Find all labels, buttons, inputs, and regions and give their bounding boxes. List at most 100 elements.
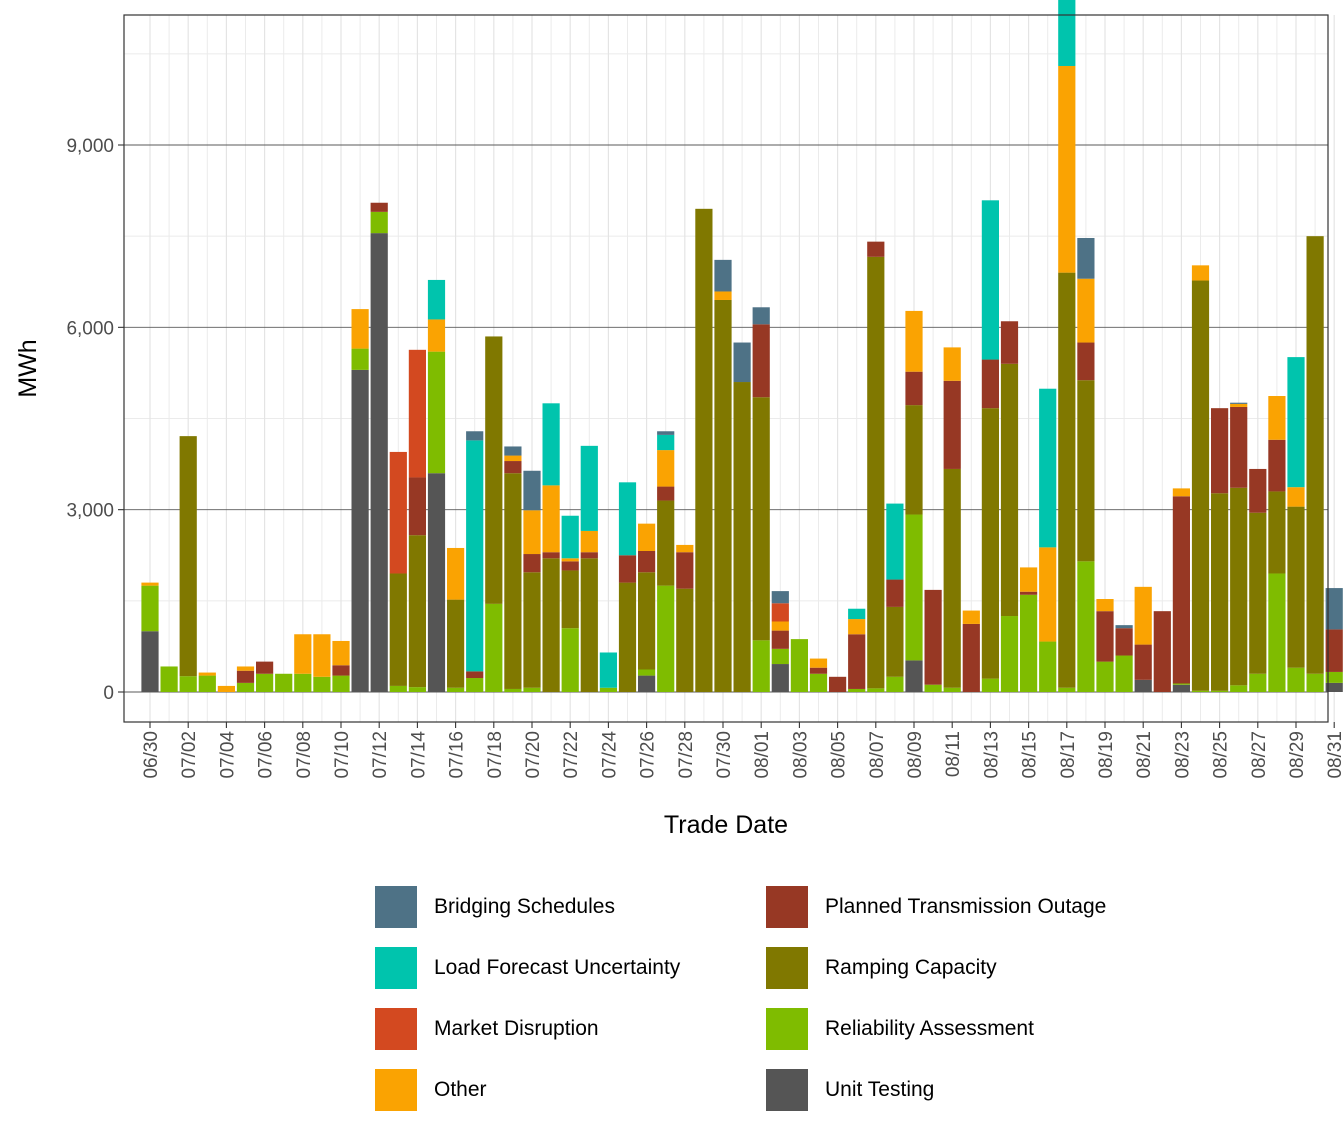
bar-segment-ramping-capacity [447, 599, 465, 688]
bar-segment-reliability-assessment [1172, 683, 1190, 685]
bar-segment-planned-transmission-outage [1000, 321, 1019, 364]
legend-item-planned-transmission-outage: Planned Transmission Outage [766, 886, 1106, 928]
legend: Bridging Schedules Load Forecast Uncertai… [375, 886, 1135, 1126]
bar-segment-planned-transmission-outage [848, 634, 866, 689]
bar-segment-market-disruption [389, 451, 407, 574]
x-tick-label: 08/05 [829, 731, 850, 779]
bar-segment-planned-transmission-outage [1134, 644, 1152, 680]
bar-segment-bridging-schedules [714, 259, 732, 292]
bar-segment-planned-transmission-outage [867, 241, 885, 257]
x-tick-label: 07/26 [638, 731, 659, 779]
x-tick-label: 07/20 [523, 731, 544, 779]
bar-segment-ramping-capacity [1000, 363, 1019, 617]
bar-segment-other [1230, 403, 1248, 407]
x-tick-label: 08/17 [1058, 731, 1079, 779]
legend-item-bridging-schedules: Bridging Schedules [375, 886, 615, 928]
bar-segment-reliability-assessment [1325, 671, 1343, 683]
bar-segment-bridging-schedules [771, 591, 789, 604]
bar-segment-planned-transmission-outage [580, 552, 598, 559]
bar-segment-load-forecast-uncertainty [1039, 388, 1057, 548]
bar-segment-reliability-assessment [427, 351, 446, 474]
bar-segment-ramping-capacity [1077, 380, 1095, 562]
bar-segment-ramping-capacity [867, 256, 885, 689]
bar-segment-reliability-assessment [848, 688, 866, 692]
x-tick-label: 07/10 [332, 731, 353, 779]
bar-segment-ramping-capacity [1191, 280, 1210, 691]
x-tick-label: 06/30 [141, 731, 162, 779]
x-tick-label: 08/13 [981, 731, 1002, 779]
x-tick-label: 08/11 [943, 731, 964, 777]
bar-segment-unit-testing [638, 675, 656, 692]
x-tick-label: 08/19 [1096, 731, 1117, 779]
bar-segment-ramping-capacity [523, 572, 541, 688]
bar-segment-reliability-assessment [389, 685, 407, 692]
legend-label: Planned Transmission Outage [825, 895, 1107, 918]
bar-segment-planned-transmission-outage [561, 561, 579, 571]
bar-segment-reliability-assessment [638, 669, 656, 676]
bar-segment-planned-transmission-outage [370, 202, 388, 212]
bar-segment-reliability-assessment [466, 678, 484, 692]
x-tick-label: 08/23 [1172, 731, 1193, 779]
bar-segment-planned-transmission-outage [256, 661, 274, 674]
legend-item-reliability-assessment: Reliability Assessment [766, 1008, 1034, 1050]
bar-segment-other [1287, 487, 1305, 507]
bar-segment-reliability-assessment [275, 673, 293, 692]
bar-segment-unit-testing [427, 473, 446, 692]
bar-segment-reliability-assessment [1249, 673, 1267, 692]
bar-segment-planned-transmission-outage [466, 671, 484, 679]
bar-segment-planned-transmission-outage [504, 461, 522, 474]
bar-segment-reliability-assessment [1039, 641, 1057, 692]
bar-segment-load-forecast-uncertainty [599, 652, 617, 688]
bar-segment-reliability-assessment [447, 687, 465, 692]
x-tick-label: 08/09 [905, 731, 926, 779]
bar-segment-reliability-assessment [1020, 594, 1038, 692]
bar-segment-ramping-capacity [1230, 487, 1248, 686]
bar-segment-ramping-capacity [905, 405, 923, 515]
bar-segment-load-forecast-uncertainty [1058, 0, 1076, 66]
bar-segment-bridging-schedules [657, 431, 675, 435]
bar-segment-ramping-capacity [504, 473, 522, 689]
bar-segment-other [676, 544, 694, 553]
bar-segment-planned-transmission-outage [1325, 629, 1343, 672]
x-tick-label: 08/21 [1134, 731, 1155, 779]
y-tick-label: 3,000 [66, 501, 114, 522]
bar-segment-planned-transmission-outage [638, 551, 656, 573]
bar-segment-ramping-capacity [638, 572, 656, 670]
bar-segment-planned-transmission-outage [523, 554, 541, 573]
bar-segment-reliability-assessment [485, 603, 503, 692]
bar-segment-bridging-schedules [1115, 625, 1133, 629]
legend-swatch [766, 1069, 808, 1111]
bar-segment-load-forecast-uncertainty [848, 608, 866, 620]
bar-segment-other [294, 634, 312, 674]
bar-segment-unit-testing [771, 664, 789, 692]
bar-segment-planned-transmission-outage [1115, 628, 1133, 656]
x-axis: 06/30 07/02 07/04 07/06 07/08 07/10 07/12 07/14… [141, 722, 1344, 779]
bar-segment-ramping-capacity [1211, 493, 1229, 691]
y-tick-label: 9,000 [66, 136, 114, 157]
bar-segment-reliability-assessment [1058, 687, 1076, 692]
bar-segment-planned-transmission-outage [542, 552, 560, 559]
legend-swatch [375, 1008, 417, 1050]
bar-segment-other [427, 319, 446, 352]
legend-label: Reliability Assessment [825, 1017, 1034, 1040]
bar-segment-reliability-assessment [561, 628, 579, 692]
bar-segment-planned-transmission-outage [1020, 591, 1038, 595]
bar-segment-planned-transmission-outage [618, 555, 637, 583]
bar-segment-ramping-capacity [485, 336, 503, 604]
x-tick-label: 08/15 [1020, 731, 1041, 779]
bar-segment-reliability-assessment [160, 666, 178, 692]
bar-segment-planned-transmission-outage [924, 589, 942, 685]
bar-segment-planned-transmission-outage [657, 486, 675, 501]
bar-segment-reliability-assessment [351, 348, 369, 370]
bar-segment-planned-transmission-outage [829, 676, 847, 692]
bar-segment-other [542, 485, 560, 553]
bar-segment-bridging-schedules [733, 342, 751, 383]
bar-segment-reliability-assessment [523, 687, 541, 692]
bar-segment-planned-transmission-outage [676, 552, 694, 589]
bar-segment-reliability-assessment [886, 676, 904, 692]
bar-segment-reliability-assessment [141, 585, 159, 632]
legend-swatch [375, 1069, 417, 1111]
legend-item-unit-testing: Unit Testing [766, 1069, 934, 1111]
bar-segment-market-disruption [408, 349, 426, 478]
bar-segment-ramping-capacity [408, 535, 426, 688]
